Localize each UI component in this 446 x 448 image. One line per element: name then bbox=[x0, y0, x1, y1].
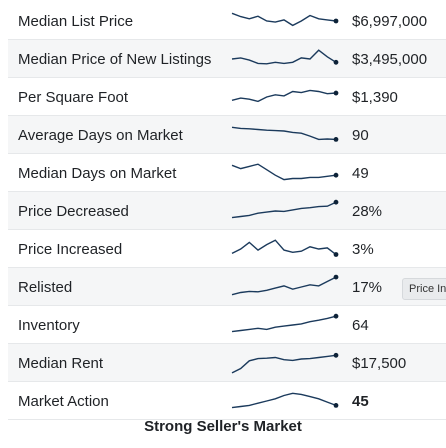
sparkline-path bbox=[231, 201, 337, 219]
market-action-verdict: Strong Seller's Market bbox=[144, 418, 302, 435]
sparkline-end-dot bbox=[333, 137, 339, 142]
sparkline-price-increased bbox=[231, 239, 339, 257]
tooltip-price-increased: Price Inc bbox=[402, 278, 446, 300]
sparkline-median-price-of-new-listings bbox=[231, 49, 339, 65]
metric-value: $1,390 bbox=[352, 89, 398, 106]
sparkline-per-square-foot bbox=[231, 89, 339, 103]
metric-label: Inventory bbox=[18, 317, 80, 334]
metric-label: Median Days on Market bbox=[18, 165, 177, 182]
metric-label: Market Action bbox=[18, 393, 109, 410]
metric-label: Median Price of New Listings bbox=[18, 51, 212, 68]
metric-label: Relisted bbox=[18, 279, 73, 296]
sparkline-path bbox=[231, 163, 337, 181]
sparkline-end-dot bbox=[333, 252, 339, 257]
sparkline-path bbox=[231, 392, 337, 409]
sparkline-path bbox=[231, 126, 337, 141]
metric-value: 17% bbox=[352, 279, 383, 296]
metric-row-price-decreased[interactable]: Price Decreased 28% bbox=[8, 192, 446, 230]
sparkline-path bbox=[231, 276, 337, 296]
sparkline-average-days-on-market bbox=[231, 126, 339, 142]
metric-label: Per Square Foot bbox=[18, 89, 129, 106]
sparkline-end-dot bbox=[333, 172, 339, 178]
metric-value: $6,997,000 bbox=[352, 13, 428, 30]
sparkline-relisted bbox=[231, 274, 339, 296]
metric-label: Median Rent bbox=[18, 355, 104, 372]
metric-label: Average Days on Market bbox=[18, 127, 183, 144]
sparkline-end-dot bbox=[333, 403, 339, 408]
metric-row-median-days-on-market[interactable]: Median Days on Market 49 bbox=[8, 154, 446, 192]
sparkline-inventory bbox=[231, 313, 339, 333]
metric-row-median-list-price[interactable]: Median List Price $6,997,000 bbox=[8, 2, 446, 40]
sparkline-median-days-on-market bbox=[231, 163, 339, 181]
sparkline-path bbox=[231, 239, 337, 256]
metric-value: 64 bbox=[352, 317, 369, 334]
sparkline-end-dot bbox=[333, 274, 339, 280]
metric-row-per-square-foot[interactable]: Per Square Foot $1,390 bbox=[8, 78, 446, 116]
sparkline-path bbox=[231, 49, 337, 65]
metric-value: 28% bbox=[352, 203, 383, 220]
sparkline-end-dot bbox=[333, 18, 339, 24]
metric-row-relisted[interactable]: Relisted 17% Price Inc bbox=[8, 268, 446, 306]
sparkline-path bbox=[231, 89, 337, 103]
metric-row-median-rent[interactable]: Median Rent $17,500 bbox=[8, 344, 446, 382]
metric-row-price-increased[interactable]: Price Increased 3% bbox=[8, 230, 446, 268]
sparkline-median-list-price bbox=[231, 12, 339, 27]
metric-row-inventory[interactable]: Inventory 64 bbox=[8, 306, 446, 344]
metric-label: Median List Price bbox=[18, 13, 134, 30]
sparkline-median-rent bbox=[231, 352, 339, 374]
metric-value: 90 bbox=[352, 127, 369, 144]
metric-row-market-action[interactable]: Market Action 45 bbox=[8, 382, 446, 420]
sparkline-end-dot bbox=[333, 199, 339, 205]
sparkline-end-dot bbox=[333, 90, 339, 96]
metric-label: Price Decreased bbox=[18, 203, 129, 220]
metric-row-median-price-of-new-listings[interactable]: Median Price of New Listings $3,495,000 bbox=[8, 40, 446, 78]
sparkline-price-decreased bbox=[231, 199, 339, 219]
metric-value: 49 bbox=[352, 165, 369, 182]
metric-value: $3,495,000 bbox=[352, 51, 428, 68]
sparkline-end-dot bbox=[333, 313, 339, 319]
sparkline-end-dot bbox=[333, 352, 339, 358]
sparkline-path bbox=[231, 12, 337, 27]
metric-value: 3% bbox=[352, 241, 374, 258]
sparkline-market-action bbox=[231, 392, 339, 409]
metric-value: $17,500 bbox=[352, 355, 407, 372]
metric-row-average-days-on-market[interactable]: Average Days on Market 90 bbox=[8, 116, 446, 154]
sparkline-path bbox=[231, 354, 337, 374]
sparkline-end-dot bbox=[333, 59, 339, 65]
metric-label: Price Increased bbox=[18, 241, 123, 258]
metric-value: 45 bbox=[352, 393, 369, 410]
sparkline-path bbox=[231, 315, 337, 333]
